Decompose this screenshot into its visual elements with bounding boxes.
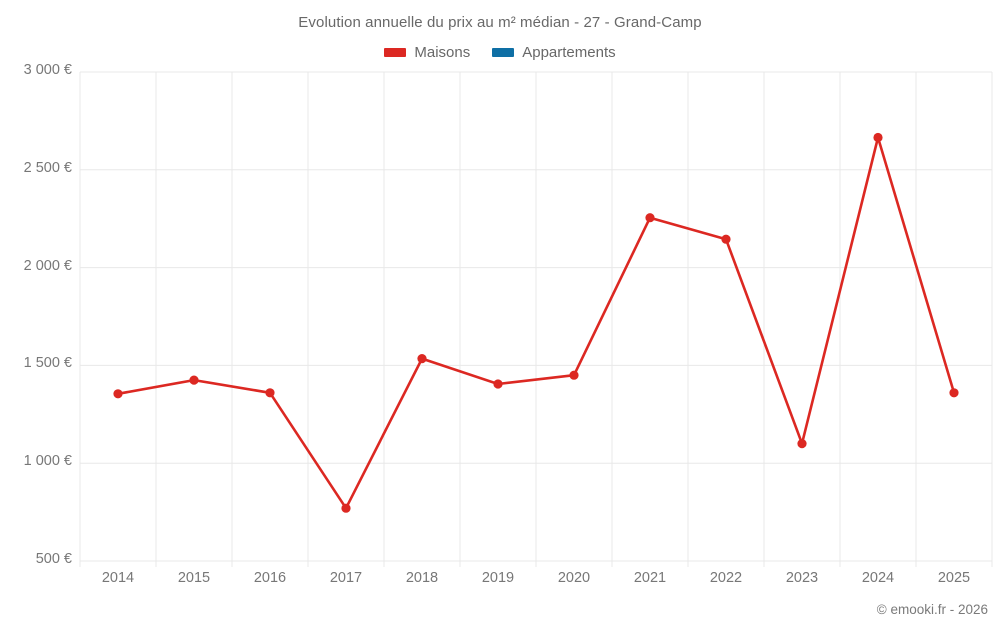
data-point[interactable] <box>645 213 655 223</box>
data-point[interactable] <box>721 234 731 244</box>
x-tick-label: 2015 <box>177 570 211 586</box>
x-tick-label: 2024 <box>861 570 895 586</box>
data-point[interactable] <box>493 379 503 389</box>
y-tick-label: 500 € <box>35 551 72 567</box>
data-point[interactable] <box>265 388 275 398</box>
series-line-maisons <box>116 136 956 510</box>
y-tick-label: 2 500 € <box>23 159 72 176</box>
x-tick-label: 2018 <box>405 570 439 586</box>
data-point[interactable] <box>873 132 883 143</box>
x-tick-label: 2023 <box>785 570 819 586</box>
x-tick-label: 2016 <box>253 570 287 586</box>
data-point[interactable] <box>341 503 351 513</box>
y-tick-label: 3 000 € <box>23 62 72 78</box>
data-point[interactable] <box>797 439 807 449</box>
data-point[interactable] <box>569 370 579 380</box>
series-maisons-points <box>113 132 959 513</box>
legend-label-appartements: Appartements <box>522 44 616 61</box>
chart-legend: Maisons Appartements <box>0 44 1000 61</box>
y-axis: 500 € 1 000 € 1 500 € 2 000 € 2 500 € 3 000 € <box>0 0 72 625</box>
data-point[interactable] <box>417 354 427 364</box>
x-tick-label: 2017 <box>329 570 363 586</box>
legend-item-appartements[interactable]: Appartements <box>492 44 616 61</box>
data-point[interactable] <box>949 388 959 398</box>
legend-label-maisons: Maisons <box>414 44 471 61</box>
series-maisons-line <box>116 136 956 510</box>
data-point[interactable] <box>113 389 123 399</box>
x-tick-label: 2020 <box>557 570 591 586</box>
grid-lines <box>79 71 993 567</box>
chart-title: Evolution annuelle du prix au m² médian … <box>298 14 702 31</box>
y-tick-label: 1 500 € <box>23 355 72 372</box>
x-tick-label: 2014 <box>101 570 135 586</box>
x-tick-label: 2025 <box>937 570 971 586</box>
x-tick-label: 2022 <box>709 570 743 586</box>
x-tick-label: 2021 <box>633 570 667 586</box>
legend-swatch-appartements-icon <box>492 48 515 57</box>
y-tick-label: 2 000 € <box>23 257 72 274</box>
chart-credit: © emooki.fr - 2026 <box>876 602 988 617</box>
data-point[interactable] <box>189 375 199 385</box>
y-tick-label: 1 000 € <box>23 453 72 470</box>
legend-item-maisons[interactable]: Maisons <box>384 44 470 61</box>
x-tick-label: 2019 <box>481 570 515 586</box>
legend-swatch-maisons-icon <box>384 48 407 57</box>
